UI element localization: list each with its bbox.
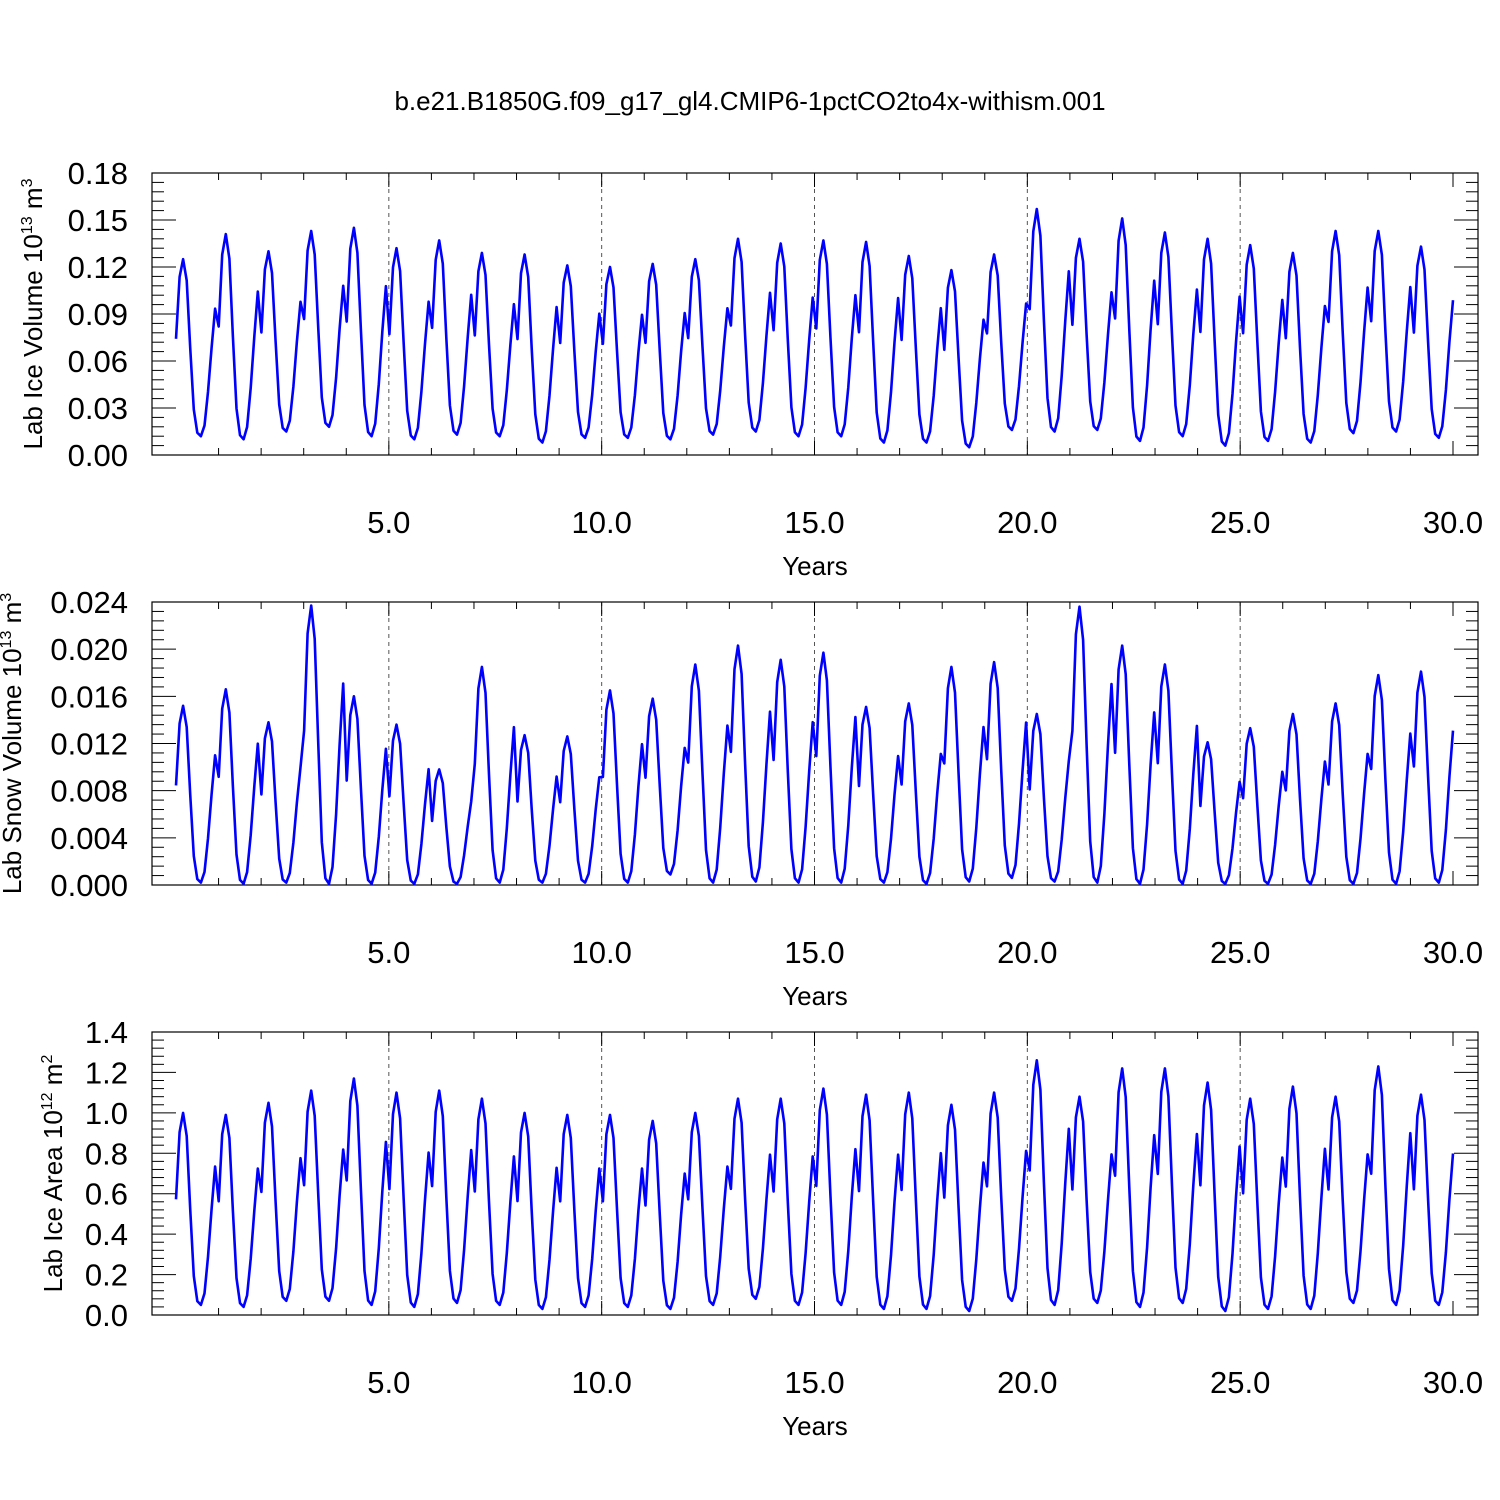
series-line <box>174 1059 1455 1313</box>
y-tick-label: 0.2 <box>85 1258 128 1293</box>
y-tick-label: 0.004 <box>50 821 128 856</box>
x-tick-label: 20.0 <box>997 505 1057 540</box>
y-tick-label: 0.0 <box>85 1298 128 1333</box>
x-tick-label: 25.0 <box>1210 1365 1270 1400</box>
x-tick-label: 5.0 <box>367 935 410 970</box>
y-tick-label: 1.2 <box>85 1055 128 1090</box>
x-tick-label: 15.0 <box>784 935 844 970</box>
y-axis-label: Lab Ice Volume 1013 m3 <box>18 178 48 449</box>
y-tick-label: 0.020 <box>50 632 128 667</box>
y-tick-label: 0.012 <box>50 727 128 762</box>
ice-area-panel: 0.0 0.2 0.4 0.6 0.8 1.0 1.2 1.4 5.0 10.0 15.0 20.0 2… <box>38 1015 1483 1441</box>
y-tick-label: 0.03 <box>68 391 128 426</box>
y-tick-label: 0.12 <box>68 250 128 285</box>
x-tick-label: 30.0 <box>1423 935 1483 970</box>
y-axis-label: Lab Snow Volume 1013 m3 <box>0 593 27 894</box>
y-tick-label: 0.4 <box>85 1217 128 1252</box>
y-tick-label: 0.024 <box>50 585 128 620</box>
y-tick-label: 0.09 <box>68 297 128 332</box>
x-tick-label: 25.0 <box>1210 505 1270 540</box>
y-tick-label: 0.18 <box>68 156 128 191</box>
x-tick-label: 20.0 <box>997 1365 1057 1400</box>
y-axis-label: Lab Ice Area 1012 m2 <box>38 1055 68 1293</box>
x-tick-label: 10.0 <box>571 1365 631 1400</box>
x-tick-label: 20.0 <box>997 935 1057 970</box>
x-tick-label: 30.0 <box>1423 1365 1483 1400</box>
y-tick-label: 0.000 <box>50 868 128 903</box>
x-tick-label: 30.0 <box>1423 505 1483 540</box>
y-tick-label: 0.15 <box>68 203 128 238</box>
x-axis-label: Years <box>782 1411 848 1441</box>
series-line <box>174 604 1455 886</box>
y-tick-label: 1.0 <box>85 1096 128 1131</box>
y-tick-label: 0.6 <box>85 1177 128 1212</box>
snow-volume-panel: 0.000 0.004 0.008 0.012 0.016 0.020 0.024 5.0 10… <box>0 585 1483 1011</box>
y-tick-label: 1.4 <box>85 1015 128 1050</box>
x-tick-label: 15.0 <box>784 505 844 540</box>
x-tick-label: 10.0 <box>571 935 631 970</box>
series-line <box>174 207 1455 449</box>
x-axis-label: Years <box>782 551 848 581</box>
y-tick-label: 0.8 <box>85 1136 128 1171</box>
figure-title: b.e21.B1850G.f09_g17_gl4.CMIP6-1pctCO2to… <box>394 86 1105 116</box>
x-tick-label: 10.0 <box>571 505 631 540</box>
x-tick-label: 5.0 <box>367 1365 410 1400</box>
x-axis-label: Years <box>782 981 848 1011</box>
x-tick-label: 25.0 <box>1210 935 1270 970</box>
y-tick-label: 0.008 <box>50 774 128 809</box>
y-tick-label: 0.00 <box>68 438 128 473</box>
y-tick-label: 0.016 <box>50 679 128 714</box>
ice-volume-panel: 0.00 0.03 0.06 0.09 0.12 0.15 0.18 5.0 10.0 15.0 2… <box>18 156 1483 581</box>
x-tick-label: 5.0 <box>367 505 410 540</box>
y-tick-label: 0.06 <box>68 344 128 379</box>
x-tick-label: 15.0 <box>784 1365 844 1400</box>
